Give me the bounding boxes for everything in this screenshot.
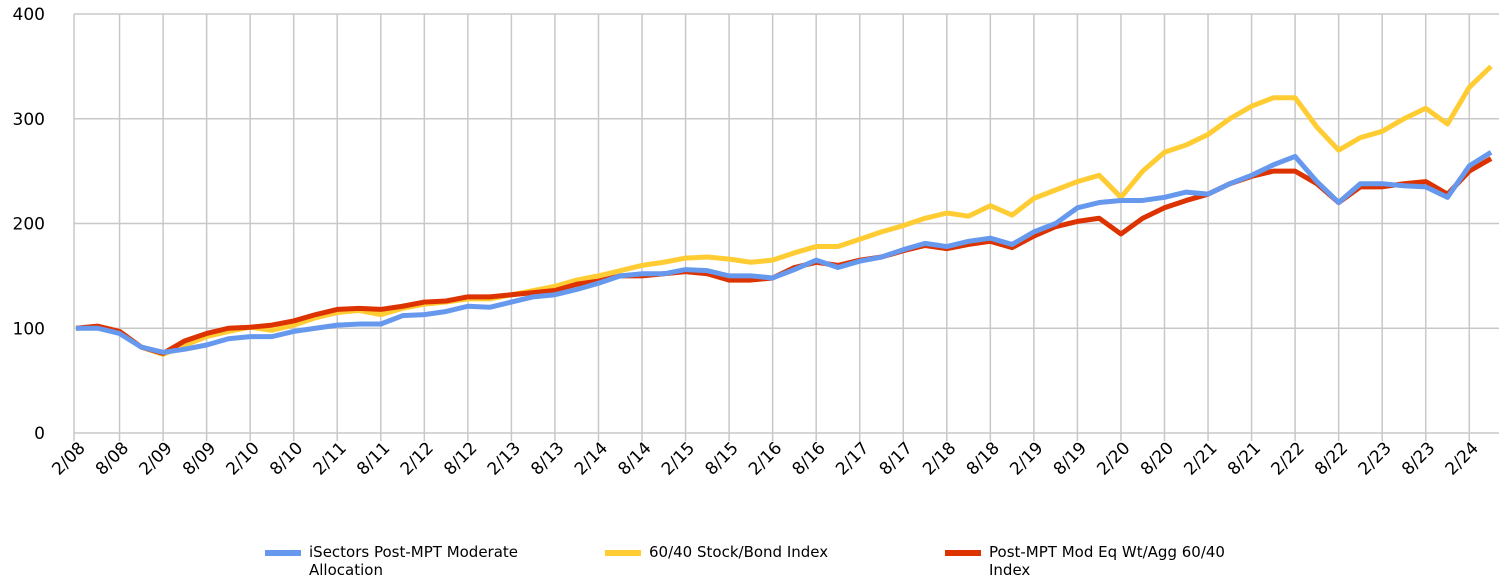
- x-tick-label: 2/18: [919, 438, 960, 479]
- legend-label: Post-MPT Mod Eq Wt/Agg 60/40 Index: [989, 543, 1225, 579]
- legend-swatch: [265, 550, 301, 556]
- x-tick-label: 8/17: [876, 438, 917, 479]
- x-tick-label: 8/09: [179, 438, 220, 479]
- x-tick-label: 2/10: [223, 438, 264, 479]
- x-tick-label: 2/12: [397, 438, 438, 479]
- x-tick-label: 2/17: [832, 438, 873, 479]
- x-tick-label: 2/11: [310, 438, 351, 479]
- legend-swatch: [945, 550, 981, 556]
- x-tick-label: 2/22: [1268, 438, 1309, 479]
- x-tick-label: 2/09: [135, 438, 176, 479]
- y-tick-label: 100: [13, 319, 45, 339]
- legend-item: 60/40 Stock/Bond Index: [605, 543, 905, 579]
- x-tick-label: 8/18: [963, 438, 1004, 479]
- x-tick-label: 2/08: [48, 438, 89, 479]
- y-tick-label: 200: [13, 215, 45, 235]
- x-tick-label: 2/14: [571, 438, 612, 479]
- x-tick-label: 8/19: [1050, 438, 1091, 479]
- legend-label: 60/40 Stock/Bond Index: [649, 543, 829, 561]
- x-tick-label: 8/20: [1137, 438, 1178, 479]
- x-tick-label: 2/19: [1006, 438, 1047, 479]
- x-tick-label: 2/23: [1355, 438, 1396, 479]
- x-tick-label: 8/21: [1224, 438, 1265, 479]
- x-tick-label: 8/13: [527, 438, 568, 479]
- x-tick-label: 8/22: [1311, 438, 1352, 479]
- series-line: [76, 150, 1493, 355]
- x-tick-label: 2/15: [658, 438, 699, 479]
- x-tick-label: 2/24: [1442, 438, 1483, 479]
- x-tick-label: 8/23: [1398, 438, 1439, 479]
- legend-swatch: [605, 550, 641, 556]
- y-tick-label: 0: [34, 424, 45, 444]
- x-tick-label: 8/12: [440, 438, 481, 479]
- legend-label: iSectors Post-MPT Moderate Allocation: [309, 543, 519, 579]
- series-line: [75, 64, 1493, 357]
- x-tick-label: 8/16: [789, 438, 830, 479]
- legend-item: Post-MPT Mod Eq Wt/Agg 60/40 Index: [945, 543, 1245, 579]
- y-tick-label: 400: [13, 5, 45, 25]
- x-tick-label: 8/10: [266, 438, 307, 479]
- x-tick-label: 2/20: [1093, 438, 1134, 479]
- legend-item: iSectors Post-MPT Moderate Allocation: [265, 543, 565, 579]
- x-tick-label: 2/13: [484, 438, 525, 479]
- x-tick-label: 2/21: [1180, 438, 1221, 479]
- x-tick-label: 8/08: [92, 438, 133, 479]
- x-tick-label: 8/14: [614, 438, 655, 479]
- x-tick-label: 8/11: [353, 438, 394, 479]
- x-tick-label: 8/15: [701, 438, 742, 479]
- y-tick-label: 300: [13, 110, 45, 130]
- x-tick-label: 2/16: [745, 438, 786, 479]
- legend: iSectors Post-MPT Moderate Allocation 60/…: [0, 543, 1510, 579]
